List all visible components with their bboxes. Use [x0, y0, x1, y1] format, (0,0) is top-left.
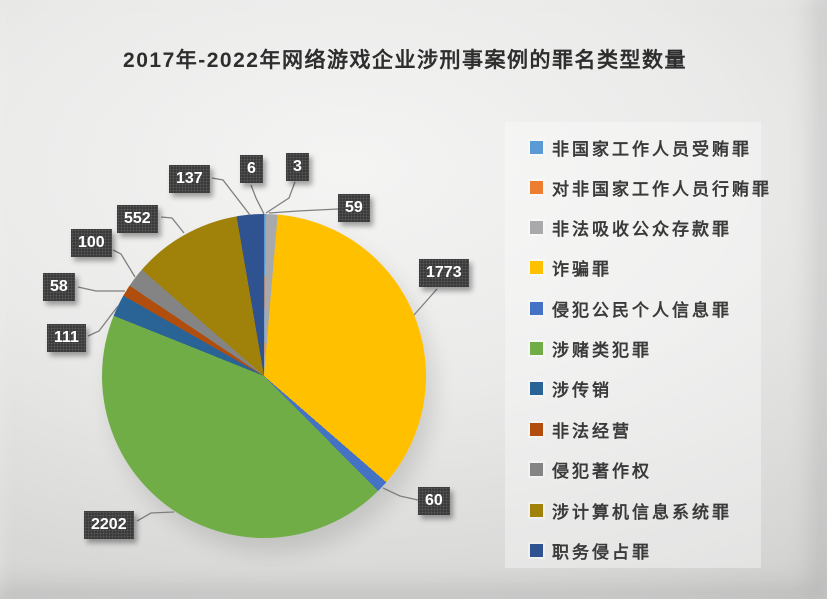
- leader-line: [211, 177, 251, 216]
- legend-item: 涉赌类犯罪: [530, 337, 652, 361]
- legend-item-label: 对非国家工作人员行贿罪: [552, 179, 772, 200]
- pie-data-label: 100: [71, 229, 112, 257]
- legend-color-swatch: [530, 301, 543, 315]
- pie-data-label: 137: [169, 165, 210, 193]
- legend-item-label: 非国家工作人员受贿罪: [552, 139, 752, 160]
- legend-item-label: 诈骗罪: [552, 259, 612, 280]
- legend-color-swatch: [530, 220, 543, 234]
- legend-item-label: 涉计算机信息系统罪: [552, 502, 732, 523]
- pie-data-label: 58: [43, 273, 75, 301]
- legend-item-label: 非法经营: [552, 421, 632, 442]
- legend-item-label: 涉传销: [552, 380, 612, 401]
- legend-item-label: 职务侵占罪: [552, 542, 652, 563]
- pie-data-label: 60: [418, 487, 450, 515]
- pie-data-label: 3: [286, 153, 309, 181]
- leader-line: [77, 286, 125, 292]
- legend-item-label: 侵犯著作权: [552, 461, 652, 482]
- legend-color-swatch: [530, 180, 543, 194]
- leader-line: [382, 487, 419, 501]
- leader-line: [268, 208, 339, 214]
- pie-data-label: 2202: [84, 511, 134, 539]
- pie-data-label: 1773: [419, 259, 469, 287]
- leader-line: [87, 305, 119, 337]
- legend-item: 非国家工作人员受贿罪: [530, 136, 752, 160]
- legend-color-swatch: [530, 462, 543, 476]
- legend-item-label: 涉赌类犯罪: [552, 340, 652, 361]
- legend-item: 非法经营: [530, 418, 632, 442]
- pie-chart: [102, 214, 426, 538]
- leader-line: [413, 288, 438, 316]
- legend-color-swatch: [530, 543, 543, 557]
- legend-item: 涉计算机信息系统罪: [530, 499, 732, 523]
- leader-line: [250, 184, 265, 215]
- legend-color-swatch: [530, 140, 543, 154]
- legend-item: 对非国家工作人员行贿罪: [530, 176, 772, 200]
- legend-item: 涉传销: [530, 377, 612, 401]
- legend-item: 非法吸收公众存款罪: [530, 216, 732, 240]
- pie-data-label: 59: [338, 194, 370, 222]
- legend-item: 诈骗罪: [530, 256, 612, 280]
- pie-data-label: 552: [117, 205, 158, 233]
- legend-color-swatch: [530, 341, 543, 355]
- legend-panel: [505, 122, 761, 568]
- legend-item: 侵犯公民个人信息罪: [530, 297, 732, 321]
- chart-title: 2017年-2022年网络游戏企业涉刑事案例的罪名类型数量: [123, 49, 687, 72]
- legend-color-swatch: [530, 260, 543, 274]
- legend-color-swatch: [530, 381, 543, 395]
- leader-line: [265, 181, 296, 214]
- legend-item: 侵犯著作权: [530, 458, 652, 482]
- pie-data-label: 111: [47, 324, 86, 352]
- pie-data-label: 6: [240, 155, 263, 183]
- legend-item: 职务侵占罪: [530, 539, 652, 563]
- legend-color-swatch: [530, 503, 543, 517]
- legend-color-swatch: [530, 422, 543, 436]
- leader-line: [160, 216, 185, 234]
- legend-item-label: 侵犯公民个人信息罪: [552, 300, 732, 321]
- leader-line: [136, 511, 175, 522]
- leader-line: [112, 249, 136, 278]
- legend-item-label: 非法吸收公众存款罪: [552, 219, 732, 240]
